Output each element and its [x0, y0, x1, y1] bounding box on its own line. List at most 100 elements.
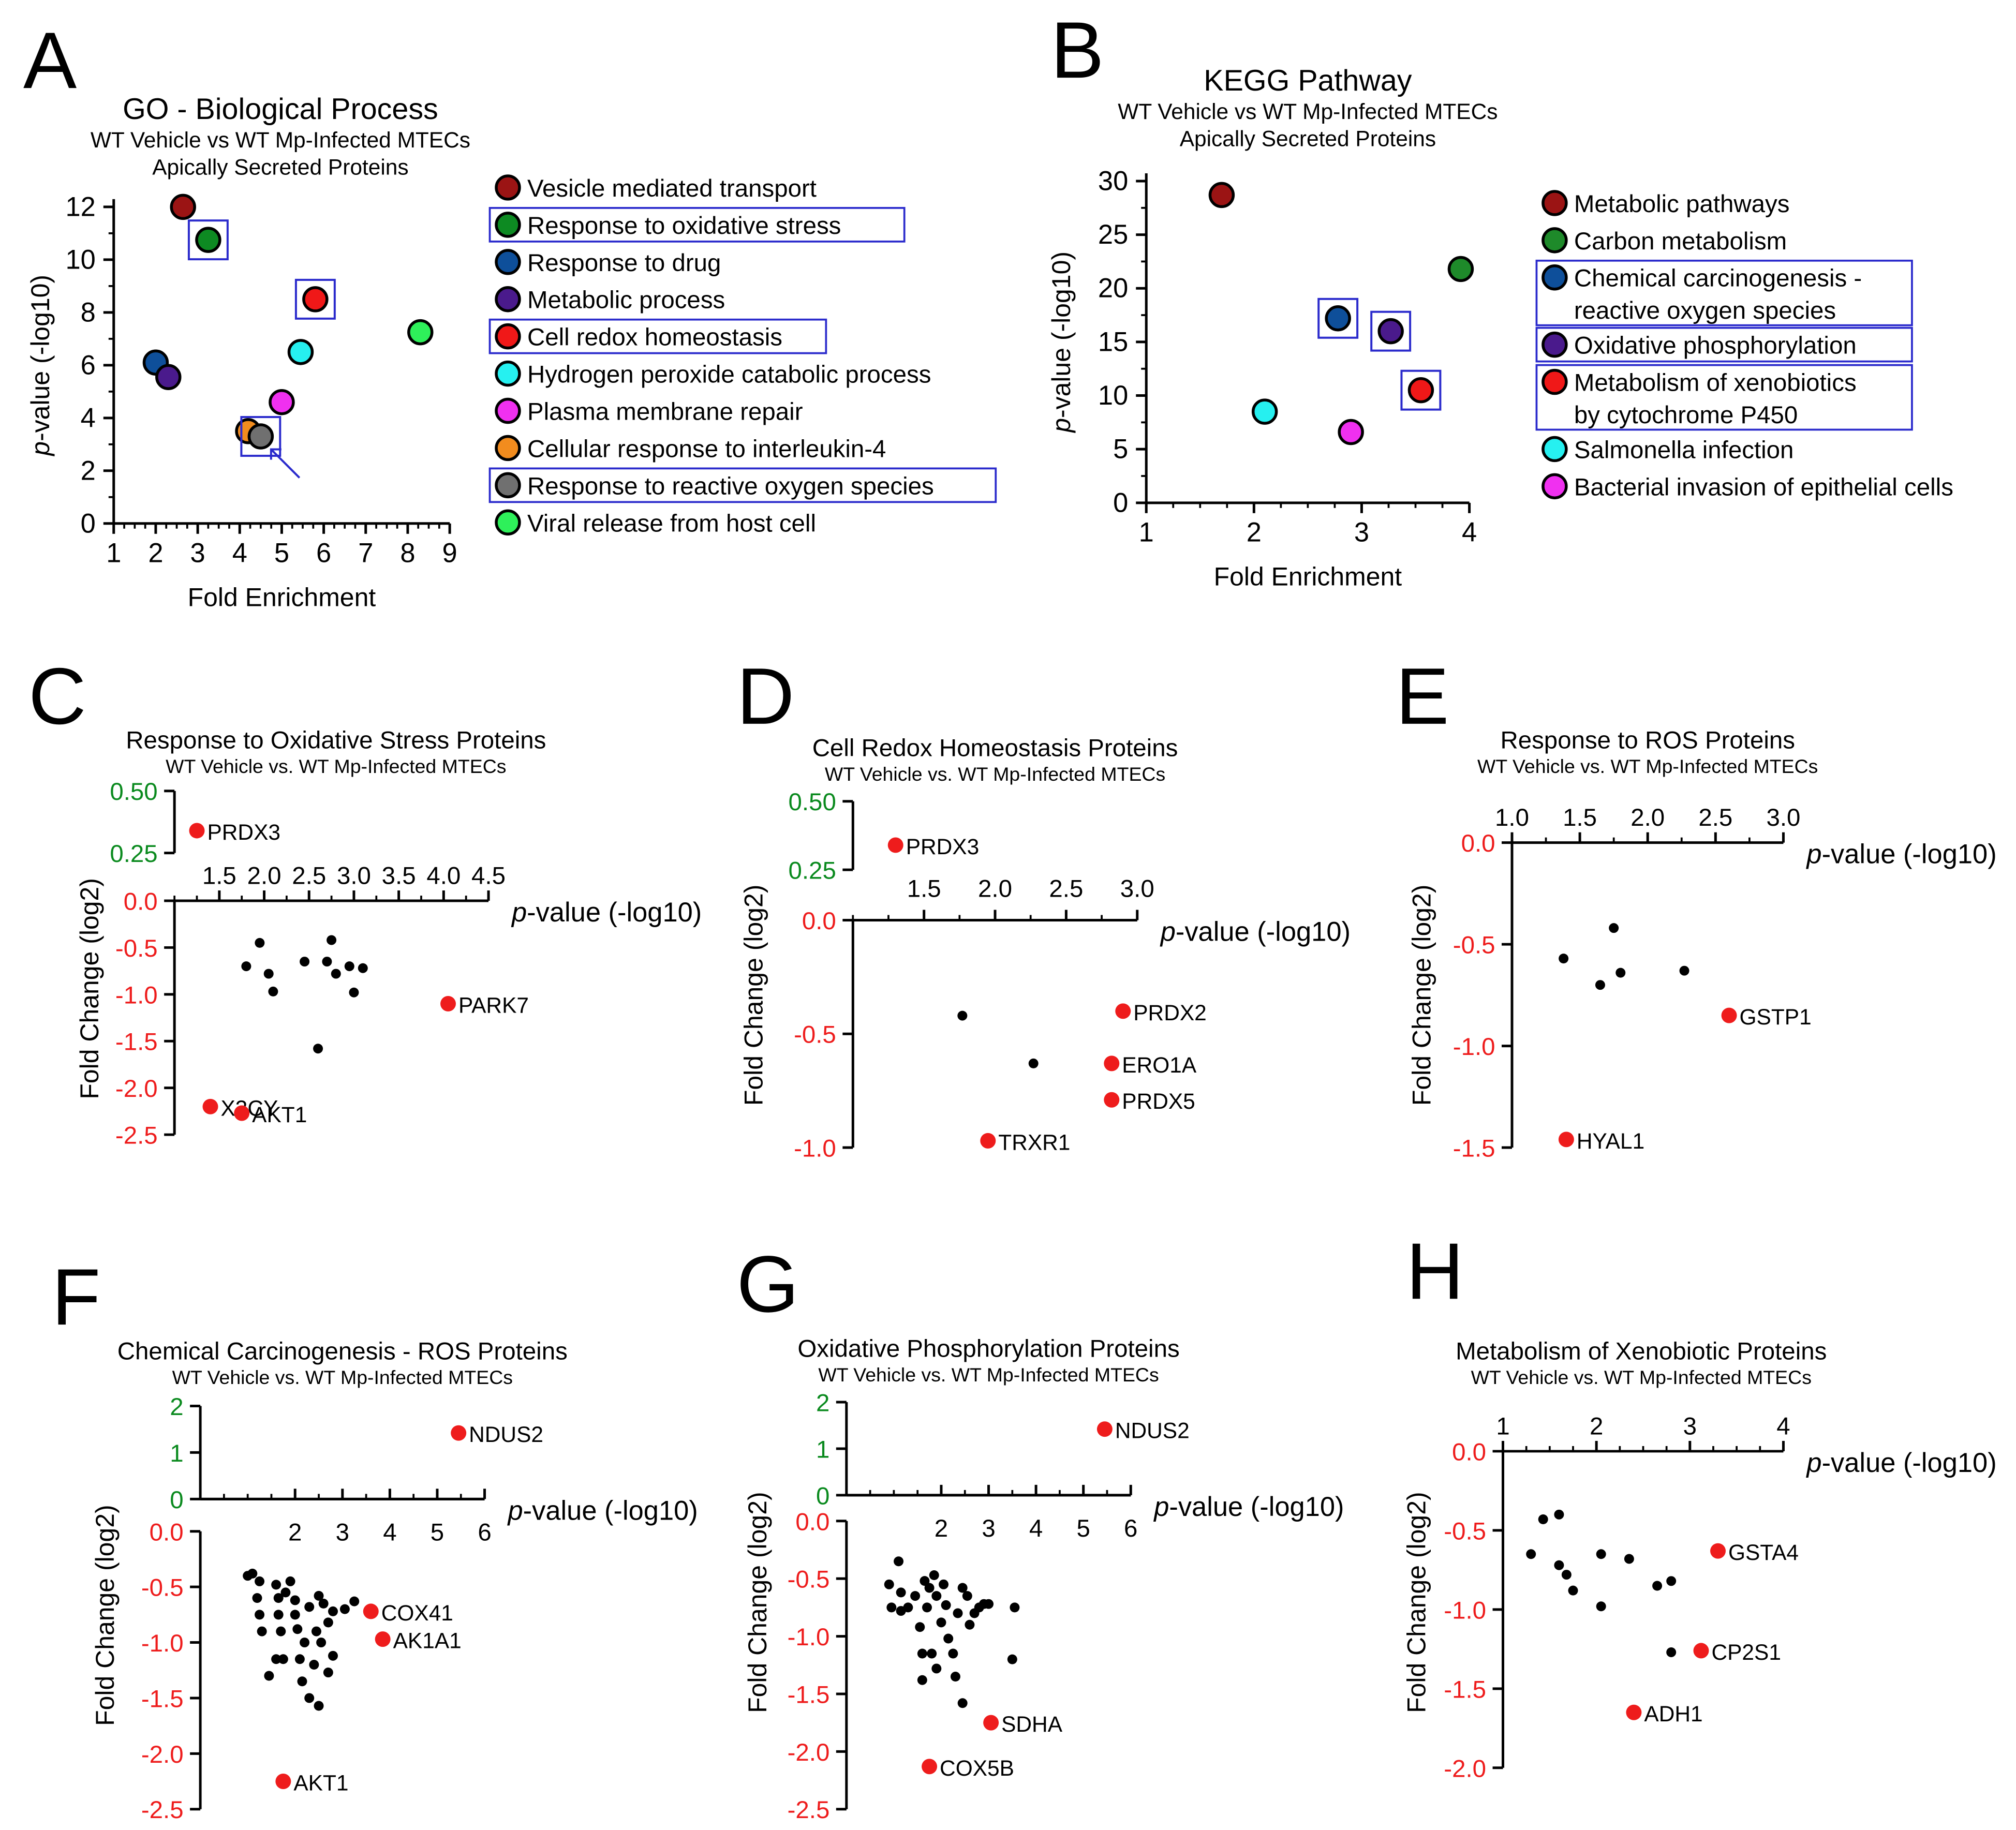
y-tick-label: 1	[816, 1436, 829, 1463]
point-label: CP2S1	[1711, 1640, 1781, 1664]
y-tick-label: -0.5	[115, 935, 158, 962]
x-axis-title-rest: -value (-log10)	[1822, 840, 1997, 870]
x-axis-title: p-value (-log10)	[507, 1496, 698, 1526]
point-label: NDUS2	[1115, 1419, 1190, 1443]
y-tick-label: -2.0	[115, 1075, 158, 1103]
x-axis-title: p-value (-log10)	[1805, 840, 1996, 870]
black-point	[318, 1598, 329, 1609]
legend-highlight-box	[488, 467, 997, 503]
red-point	[1558, 1132, 1574, 1148]
legend-marker	[1541, 264, 1568, 291]
black-point	[910, 1591, 921, 1601]
x-axis-title: Fold Enrichment	[188, 583, 376, 612]
bubble-point	[195, 227, 221, 253]
x-tick-label: 3.0	[1766, 804, 1800, 831]
panel-label: E	[1396, 651, 1449, 741]
black-point	[903, 1602, 913, 1613]
black-point	[943, 1633, 954, 1644]
red-point	[189, 823, 205, 839]
point-label: SDHA	[1001, 1712, 1063, 1736]
y-tick-label: 10	[1098, 381, 1128, 411]
legend-label: Hydrogen peroxide catabolic process	[527, 361, 931, 389]
red-point	[202, 1098, 218, 1114]
chart-subtitle: Apically Secreted Proteins	[152, 155, 408, 179]
black-point	[965, 1619, 975, 1630]
x-tick-label: 4	[232, 539, 247, 569]
legend-label: Response to reactive oxygen species	[527, 472, 934, 500]
x-tick-label: 1	[106, 539, 121, 569]
x-tick-label: 8	[400, 539, 415, 569]
x-tick-label: 1.5	[907, 875, 941, 903]
black-point	[984, 1599, 994, 1609]
black-point	[1028, 1058, 1039, 1068]
legend-label: reactive oxygen species	[1574, 297, 1836, 324]
y-tick-label: -1.0	[141, 1630, 184, 1657]
black-point	[957, 1583, 968, 1593]
legend-label: Metabolic process	[527, 287, 725, 314]
chart-subtitle: WT Vehicle vs. WT Mp-Infected MTECs	[818, 1364, 1159, 1386]
black-point	[948, 1648, 958, 1659]
y-tick-label: 10	[65, 245, 95, 275]
legend-label: Response to oxidative stress	[527, 212, 841, 240]
black-point	[1666, 1647, 1677, 1657]
black-point	[264, 1671, 274, 1681]
x-tick-label: 2.0	[247, 862, 281, 890]
x-tick-label: 3.5	[382, 862, 416, 890]
red-point	[1710, 1543, 1726, 1559]
y-tick-label: -1.0	[115, 981, 158, 1009]
legend-marker	[495, 249, 521, 275]
y-tick-label: 0.0	[150, 1519, 184, 1546]
x-tick-label: 6	[478, 1519, 491, 1546]
black-point	[1609, 923, 1619, 933]
point-label: PRDX3	[207, 820, 280, 844]
black-point	[1595, 980, 1605, 990]
black-point	[300, 1638, 310, 1648]
x-tick-label: 3.0	[1120, 875, 1154, 903]
black-point	[1666, 1576, 1677, 1586]
y-tick-label: -1.5	[1453, 1135, 1495, 1163]
chart-title: Oxidative Phosphorylation Proteins	[797, 1335, 1179, 1363]
black-point	[1526, 1549, 1536, 1559]
black-point	[1538, 1514, 1548, 1524]
black-point	[309, 1660, 319, 1670]
y-tick-label: -0.5	[1453, 932, 1495, 959]
y-tick-label: 0.0	[802, 907, 836, 935]
black-point	[273, 1610, 284, 1620]
black-point	[255, 1610, 265, 1620]
x-tick-label: 1	[1139, 518, 1154, 548]
black-point	[922, 1602, 932, 1613]
x-axis-title-italic-p: p	[1160, 917, 1176, 947]
x-tick-label: 3	[1354, 518, 1369, 548]
x-axis-title: p-value (-log10)	[511, 898, 702, 928]
x-axis-title: Fold Enrichment	[1214, 562, 1402, 591]
red-point	[1104, 1092, 1120, 1108]
y-axis-title: Fold Change (log2)	[91, 1505, 120, 1725]
y-tick-label: 0.50	[110, 778, 157, 806]
x-tick-label: 4	[1462, 518, 1477, 548]
legend-label: Cell redox homeostasis	[527, 324, 782, 351]
y-tick-label: 0.0	[124, 888, 158, 916]
x-tick-label: 2	[1247, 518, 1262, 548]
legend-marker	[495, 323, 521, 350]
y-tick-label: -1.0	[788, 1624, 830, 1651]
red-point	[1115, 1003, 1131, 1019]
y-axis-title-rest: -value (-log10)	[1047, 251, 1076, 418]
x-axis-title-rest: -value (-log10)	[1176, 917, 1351, 947]
y-tick-label: 0	[170, 1486, 183, 1514]
red-point	[1721, 1007, 1737, 1023]
black-point	[1554, 1560, 1564, 1570]
black-point	[939, 1579, 949, 1589]
panel-label: H	[1406, 1226, 1464, 1316]
x-tick-label: 1.5	[1563, 804, 1597, 831]
point-label: PRDX5	[1122, 1089, 1195, 1113]
black-point	[257, 1626, 267, 1636]
pointer-arrow	[270, 449, 301, 479]
panel-label: A	[23, 16, 77, 105]
x-axis-title: p-value (-log10)	[1160, 917, 1351, 947]
red-point	[1693, 1643, 1709, 1659]
y-axis-title: Fold Change (log2)	[739, 885, 768, 1106]
black-point	[894, 1556, 904, 1567]
highlight-box	[187, 219, 229, 261]
